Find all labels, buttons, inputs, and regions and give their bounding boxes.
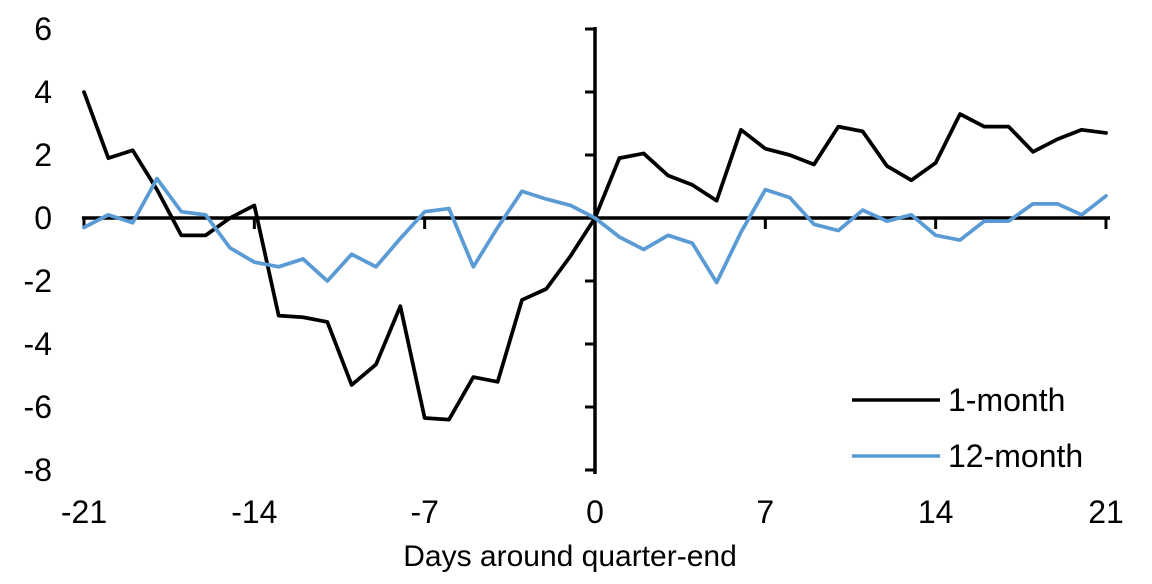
legend-label-12-month: 12-month bbox=[948, 438, 1083, 474]
y-tick-label: -2 bbox=[24, 263, 52, 299]
x-tick-label: 0 bbox=[586, 494, 604, 530]
y-tick-label: -6 bbox=[24, 389, 52, 425]
legend-entry-12-month: 12-month bbox=[852, 438, 1083, 474]
x-tick-label: 14 bbox=[918, 494, 954, 530]
x-tick-label: -14 bbox=[231, 494, 277, 530]
series-line-12-month bbox=[82, 176, 1108, 285]
legend-label-1-month: 1-month bbox=[948, 382, 1065, 418]
y-tick-label: 4 bbox=[34, 74, 52, 110]
x-tick-label: 21 bbox=[1088, 494, 1124, 530]
y-tick-label: 0 bbox=[34, 200, 52, 236]
x-axis-title: Days around quarter-end bbox=[403, 540, 737, 573]
x-tick-label: -7 bbox=[410, 494, 438, 530]
x-tick-label: -21 bbox=[61, 494, 107, 530]
y-tick-labels: 6 4 2 0 -2 -4 -6 -8 bbox=[24, 11, 52, 488]
y-tick-label: -4 bbox=[24, 326, 52, 362]
legend-entry-1-month: 1-month bbox=[852, 382, 1065, 418]
y-tick-label: -8 bbox=[24, 452, 52, 488]
y-tick-label: 2 bbox=[34, 137, 52, 173]
x-tick-labels: -21 -14 -7 0 7 14 21 bbox=[61, 494, 1124, 530]
data-series bbox=[82, 90, 1108, 422]
x-tick-label: 7 bbox=[756, 494, 774, 530]
legend: 1-month 12-month bbox=[852, 382, 1083, 474]
y-tick-label: 6 bbox=[34, 11, 52, 47]
